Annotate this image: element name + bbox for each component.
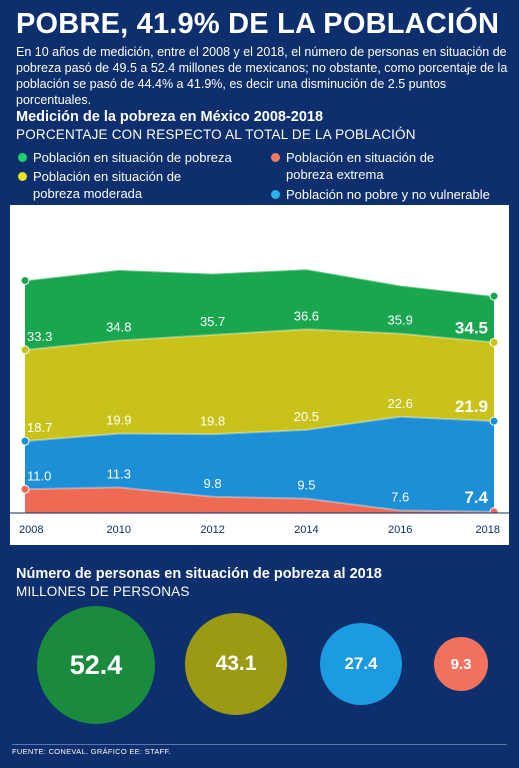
data-label: 21.9 — [455, 397, 488, 416]
circle-value: 27.4 — [344, 654, 378, 673]
data-label: 34.5 — [455, 318, 488, 337]
data-label: 9.5 — [297, 478, 315, 493]
circle-value: 9.3 — [450, 655, 472, 673]
circle-value: 52.4 — [69, 649, 123, 680]
circle-value: 43.1 — [215, 652, 257, 675]
x-tick-label: 2008 — [19, 524, 43, 536]
area-chart: 44.4 46.1 45.5 46.2 43.6 41.9 33.3 34.8 35.7 36.6… — [10, 205, 509, 545]
data-label: 33.3 — [27, 329, 52, 344]
data-label: 43.6 — [388, 265, 413, 280]
x-axis-band — [10, 513, 509, 545]
data-point — [20, 345, 30, 355]
series-area — [25, 487, 494, 513]
series-line — [24, 486, 495, 513]
counts-title: Número de personas en situación de pobre… — [16, 566, 382, 582]
data-point — [489, 291, 499, 301]
legend-item-pobreza: Población en situación de pobreza — [18, 149, 263, 166]
chart-subtitle: PORCENTAJE CON RESPECTO AL TOTAL DE LA P… — [16, 127, 416, 142]
series-line — [24, 415, 495, 443]
legend-dot — [18, 153, 27, 162]
data-point — [489, 416, 499, 426]
circle-extrema: 9.3 — [434, 637, 488, 691]
data-label: 45.5 — [200, 253, 225, 268]
intro-text: En 10 años de medición, entre el 2008 y … — [16, 45, 508, 107]
data-label: 20.5 — [294, 409, 319, 424]
page-title: POBRE, 41.9% DE LA POBLACIÓN — [16, 8, 500, 40]
data-label: 19.8 — [200, 413, 225, 428]
legend-label: Población en situación de pobreza — [33, 150, 232, 165]
data-point — [489, 337, 499, 347]
x-tick-label: 2012 — [200, 524, 224, 536]
data-label: 19.9 — [106, 413, 131, 428]
legend-label: Población en situación de pobreza modera… — [33, 169, 182, 201]
data-label: 7.4 — [464, 488, 488, 507]
data-label: 44.4 — [27, 260, 52, 275]
data-label: 22.6 — [388, 396, 413, 411]
legend-label: Población no pobre y no vulnerable — [286, 187, 490, 202]
data-label: 41.9 — [455, 272, 488, 291]
legend-label: Población en situación de pobreza extrem… — [286, 150, 435, 182]
data-point — [20, 436, 30, 446]
x-tick-label: 2010 — [107, 524, 131, 536]
x-tick-label: 2018 — [476, 524, 500, 536]
data-label: 11.0 — [27, 468, 51, 483]
data-label: 18.7 — [27, 420, 52, 435]
circle-no-pobre: 27.4 — [320, 623, 402, 705]
legend-item-moderada: Población en situación de pobreza modera… — [18, 168, 228, 202]
source-note: FUENTE: CONEVAL. GRÁFICO EE: STAFF. — [12, 744, 507, 756]
data-label: 36.6 — [294, 308, 319, 323]
data-label: 34.8 — [106, 320, 131, 335]
series-area — [25, 416, 494, 513]
legend-item-extrema: Población en situación de pobreza extrem… — [271, 149, 451, 183]
x-tick-label: 2016 — [388, 524, 412, 536]
legend-dot — [18, 172, 27, 181]
data-label: 35.9 — [388, 313, 413, 328]
data-label: 7.6 — [391, 490, 409, 505]
chart-title: Medición de la pobreza en México 2008-20… — [16, 109, 324, 125]
counts-subtitle: MILLONES DE PERSONAS — [16, 584, 190, 599]
series-line — [24, 268, 495, 298]
circle-pobreza: 52.4 — [37, 606, 155, 724]
data-label: 9.8 — [204, 476, 222, 491]
x-tick-label: 2014 — [294, 524, 318, 536]
data-label: 46.2 — [294, 248, 319, 263]
data-label: 11.3 — [107, 466, 131, 481]
data-point — [20, 484, 30, 494]
data-label: 35.7 — [200, 314, 225, 329]
series-line — [24, 328, 495, 351]
data-point — [20, 276, 30, 285]
legend-item-no-pobre: Población no pobre y no vulnerable — [271, 186, 516, 203]
legend-dot — [271, 153, 280, 162]
circle-moderada: 43.1 — [185, 613, 287, 715]
legend-dot — [271, 190, 280, 199]
data-label: 46.1 — [106, 249, 131, 264]
